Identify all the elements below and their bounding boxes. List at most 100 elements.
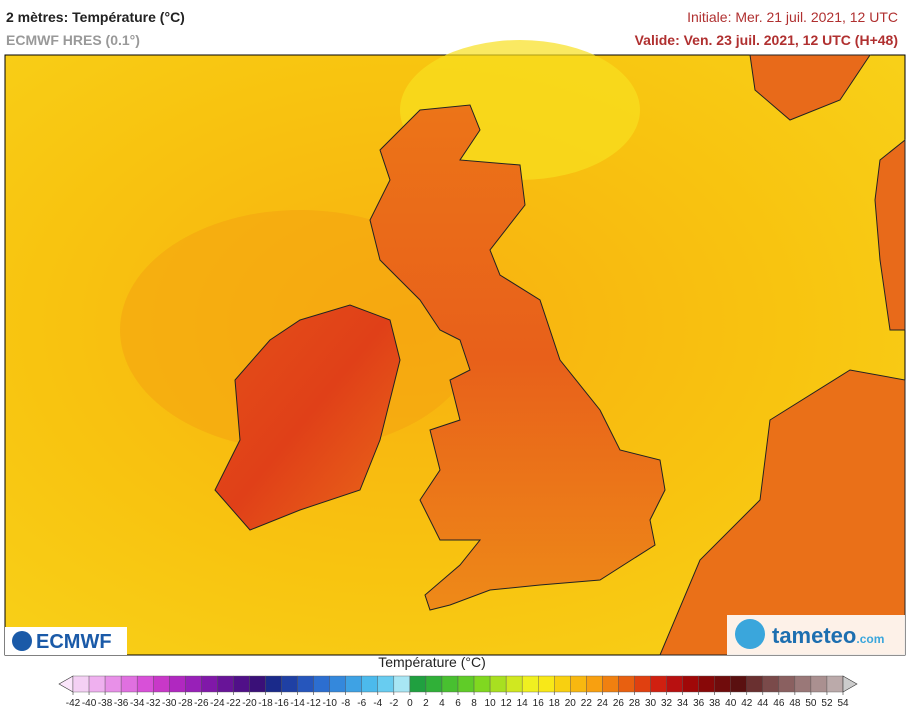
- colorbar-swatch: [826, 675, 844, 693]
- colorbar-swatch: [554, 675, 571, 693]
- colorbar-tick-label: 2: [423, 698, 429, 709]
- logo-suffix: .com: [856, 632, 884, 646]
- colorbar-swatch: [634, 675, 651, 693]
- colorbar-tick-label: -10: [322, 698, 337, 709]
- colorbar-tick-label: 32: [661, 698, 673, 709]
- colorbar-swatch: [618, 675, 635, 693]
- colorbar-arrow: [842, 675, 858, 693]
- colorbar-tick-label: 6: [455, 698, 461, 709]
- colorbar-tick-label: 12: [501, 698, 513, 709]
- colorbar-tick-label: 14: [517, 698, 529, 709]
- continent: [659, 369, 906, 656]
- colorbar-swatch: [169, 675, 186, 693]
- colorbar-swatch: [489, 675, 507, 693]
- colorbar-tick-label: 26: [613, 698, 625, 709]
- colorbar-tick-label: 18: [549, 698, 561, 709]
- colorbar-swatch: [521, 675, 539, 693]
- colorbar-tick-label: -40: [82, 698, 97, 709]
- colorbar-swatch: [217, 675, 234, 693]
- colorbar-swatch: [682, 675, 699, 693]
- valid-time: Valide: Ven. 23 juil. 2021, 12 UTC (H+48…: [634, 32, 898, 48]
- colorbar-swatch: [329, 675, 346, 693]
- colorbar-swatch: [201, 675, 218, 693]
- colorbar-tick-label: -14: [290, 698, 305, 709]
- colorbar-swatch: [666, 675, 683, 693]
- colorbar-tick-label: -32: [146, 698, 161, 709]
- colorbar-tick-label: 20: [565, 698, 577, 709]
- ireland: [214, 304, 401, 531]
- colorbar-swatch: [810, 675, 828, 693]
- colorbar-swatch: [762, 675, 780, 693]
- colorbar-swatch: [313, 675, 330, 693]
- logo-text: ECMWF: [36, 631, 112, 653]
- model: ECMWF HRES (0.1°): [6, 32, 140, 48]
- colorbar-swatch: [794, 675, 812, 693]
- colorbar-swatch: [602, 675, 619, 693]
- colorbar-tick-label: 48: [789, 698, 801, 709]
- colorbar-swatch: [409, 675, 427, 693]
- colorbar-tick-label: 46: [773, 698, 785, 709]
- colorbar-swatch: [698, 675, 715, 693]
- colorbar-tick-label: -34: [130, 698, 145, 709]
- title: 2 mètres: Température (°C): [6, 9, 185, 25]
- colorbar-tick-label: 30: [645, 698, 657, 709]
- colorbar-arrow: [58, 675, 74, 693]
- colorbar-swatch: [425, 675, 443, 693]
- colorbar-swatch: [88, 675, 106, 693]
- colorbar-tick-label: -36: [114, 698, 129, 709]
- colorbar-tick-label: 52: [821, 698, 833, 709]
- colorbar-swatch: [714, 675, 731, 693]
- colorbar-tick-label: -30: [162, 698, 177, 709]
- colorbar-tick-label: 42: [741, 698, 753, 709]
- colorbar-tick-label: 28: [629, 698, 641, 709]
- logo-ecmwf: ECMWF: [5, 627, 127, 655]
- colorbar-tick-label: 38: [709, 698, 721, 709]
- norway: [749, 54, 871, 121]
- colorbar-tick-label: 24: [597, 698, 609, 709]
- colorbar-swatch: [473, 675, 491, 693]
- colorbar-swatch: [281, 675, 298, 693]
- colorbar-tick-label: 22: [581, 698, 593, 709]
- colorbar-swatch: [345, 675, 362, 693]
- colorbar-swatch: [265, 675, 282, 693]
- colorbar-swatch: [377, 675, 395, 693]
- colorbar-swatch: [249, 675, 266, 693]
- colorbar-tick-label: -6: [357, 698, 366, 709]
- colorbar-swatch: [457, 675, 475, 693]
- sweden: [874, 138, 906, 331]
- svg-text:tameteo.com: tameteo.com: [772, 623, 884, 648]
- colorbar-tick-label: -18: [258, 698, 273, 709]
- colorbar-tick-label: -8: [341, 698, 350, 709]
- legend-title: Température (°C): [378, 654, 486, 670]
- colorbar-swatch: [730, 675, 747, 693]
- colorbar-tick-label: 4: [439, 698, 445, 709]
- colorbar-tick-label: 40: [725, 698, 737, 709]
- colorbar-swatch: [120, 675, 138, 693]
- colorbar-tick-label: -22: [226, 698, 241, 709]
- colorbar-tick-label: -38: [98, 698, 113, 709]
- colorbar-swatch: [185, 675, 202, 693]
- colorbar-swatch: [586, 675, 603, 693]
- colorbar-swatch: [650, 675, 667, 693]
- colorbar-tick-label: -16: [274, 698, 289, 709]
- colorbar-tick-label: 36: [693, 698, 705, 709]
- colorbar-swatch: [153, 675, 170, 693]
- colorbar-swatch: [538, 675, 555, 693]
- colorbar-swatch: [570, 675, 587, 693]
- colorbar-swatch: [233, 675, 250, 693]
- colorbar-swatch: [746, 675, 763, 693]
- colorbar-tick-label: 10: [485, 698, 497, 709]
- colorbar-swatch: [393, 675, 411, 693]
- initial-time: Initiale: Mer. 21 juil. 2021, 12 UTC: [687, 9, 898, 25]
- colorbar-tick-label: -24: [210, 698, 225, 709]
- colorbar: -42 -40 -38 -36 -34 -32 -30 -28 -26 -24 -22 -20 -18-…: [58, 675, 858, 709]
- colorbar-tick-label: 0: [407, 698, 413, 709]
- logo-tameteo: tameteo.com: [727, 615, 905, 655]
- great-britain: [369, 104, 666, 611]
- colorbar-tick-label: -2: [389, 698, 398, 709]
- colorbar-swatch: [104, 675, 122, 693]
- colorbar-tick-label: -4: [373, 698, 382, 709]
- colorbar-tick-label: -42: [66, 698, 81, 709]
